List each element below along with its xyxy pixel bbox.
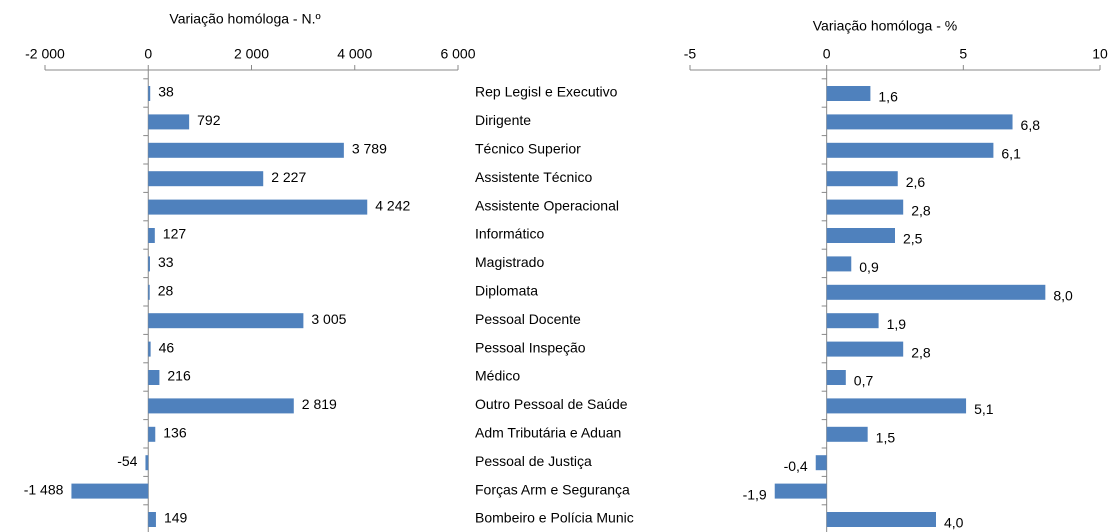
bar bbox=[826, 512, 936, 527]
category-label: Assistente Técnico bbox=[475, 169, 592, 185]
bar bbox=[148, 86, 151, 101]
bar bbox=[148, 512, 156, 527]
bar bbox=[826, 256, 852, 272]
bar bbox=[815, 455, 827, 471]
bar bbox=[826, 370, 846, 385]
bar bbox=[826, 171, 898, 187]
category-label: Médico bbox=[475, 368, 520, 384]
bar bbox=[826, 284, 1046, 300]
x-tick-label: 4 000 bbox=[337, 46, 372, 62]
bar bbox=[826, 114, 1013, 130]
bar bbox=[148, 313, 304, 329]
category-label: Bombeiro e Polícia Munic bbox=[475, 510, 634, 526]
data-label: 2,8 bbox=[911, 344, 931, 360]
bar bbox=[145, 455, 149, 471]
data-label: 0,7 bbox=[854, 373, 874, 389]
bar bbox=[148, 256, 150, 272]
data-label: 46 bbox=[159, 339, 175, 355]
data-label: 216 bbox=[167, 368, 191, 384]
data-label: 2,5 bbox=[903, 231, 923, 247]
data-label: 1,5 bbox=[876, 430, 896, 446]
bar bbox=[148, 341, 151, 357]
data-label: 3 789 bbox=[352, 141, 387, 157]
data-label: 2,8 bbox=[911, 202, 931, 218]
data-label: -54 bbox=[117, 453, 137, 469]
bar bbox=[148, 114, 190, 130]
data-label: 136 bbox=[163, 425, 187, 441]
data-label: 5,1 bbox=[974, 401, 994, 417]
bar bbox=[826, 86, 871, 101]
data-label: 792 bbox=[197, 112, 221, 128]
category-label: Pessoal Docente bbox=[475, 311, 581, 327]
x-tick-label: 2 000 bbox=[234, 46, 269, 62]
bar bbox=[148, 142, 344, 158]
data-label: 149 bbox=[164, 510, 188, 526]
category-label: Outro Pessoal de Saúde bbox=[475, 396, 628, 412]
data-label: 1,6 bbox=[878, 89, 898, 105]
x-tick-label: 0 bbox=[823, 46, 831, 62]
category-label: Informático bbox=[475, 226, 544, 242]
data-label: 28 bbox=[158, 283, 174, 299]
data-label: 6,1 bbox=[1001, 146, 1021, 162]
category-label: Magistrado bbox=[475, 254, 544, 270]
bar bbox=[148, 426, 156, 442]
bar bbox=[148, 370, 160, 385]
data-label: 3 005 bbox=[311, 311, 346, 327]
data-label: 6,8 bbox=[1021, 117, 1041, 133]
data-label: 38 bbox=[158, 84, 174, 100]
bar bbox=[774, 483, 827, 499]
data-label: -0,4 bbox=[784, 458, 808, 474]
category-label: Rep Legisl e Executivo bbox=[475, 84, 618, 100]
data-label: -1 488 bbox=[24, 481, 64, 497]
x-tick-label: 5 bbox=[959, 46, 967, 62]
data-label: 2 227 bbox=[271, 169, 306, 185]
bar bbox=[148, 398, 294, 414]
bar bbox=[826, 313, 879, 329]
category-label: Assistente Operacional bbox=[475, 197, 619, 213]
data-label: 2,6 bbox=[906, 174, 926, 190]
x-tick-label: -5 bbox=[684, 46, 697, 62]
data-label: 4,0 bbox=[944, 515, 964, 531]
data-label: 0,9 bbox=[859, 259, 879, 275]
category-label: Pessoal de Justiça bbox=[475, 453, 592, 469]
data-label: 8,0 bbox=[1053, 288, 1073, 304]
data-label: -1,9 bbox=[743, 486, 767, 502]
x-tick-label: 6 000 bbox=[440, 46, 475, 62]
bar bbox=[148, 171, 264, 187]
bar bbox=[826, 426, 868, 442]
x-axis-title: Variação homóloga - N.º bbox=[169, 11, 320, 27]
bar bbox=[148, 199, 368, 215]
bar bbox=[148, 228, 155, 243]
data-label: 4 242 bbox=[375, 197, 410, 213]
data-label: 127 bbox=[163, 226, 187, 242]
bar bbox=[826, 142, 994, 158]
bar bbox=[826, 341, 904, 357]
data-label: 1,9 bbox=[887, 316, 907, 332]
category-label: Adm Tributária e Aduan bbox=[475, 425, 621, 441]
category-label: Dirigente bbox=[475, 112, 531, 128]
bar bbox=[826, 398, 967, 414]
category-label: Pessoal Inspeção bbox=[475, 339, 586, 355]
x-tick-label: 10 bbox=[1092, 46, 1108, 62]
data-label: 33 bbox=[158, 254, 174, 270]
x-tick-label: 0 bbox=[144, 46, 152, 62]
category-label: Forças Arm e Segurança bbox=[475, 481, 630, 497]
category-label: Técnico Superior bbox=[475, 141, 581, 157]
bar bbox=[826, 199, 904, 215]
bar bbox=[148, 284, 150, 300]
bar bbox=[826, 228, 895, 243]
x-tick-label: -2 000 bbox=[25, 46, 65, 62]
data-label: 2 819 bbox=[302, 396, 337, 412]
bar bbox=[71, 483, 149, 499]
category-label: Diplomata bbox=[475, 283, 538, 299]
x-axis-title: Variação homóloga - % bbox=[813, 18, 957, 34]
